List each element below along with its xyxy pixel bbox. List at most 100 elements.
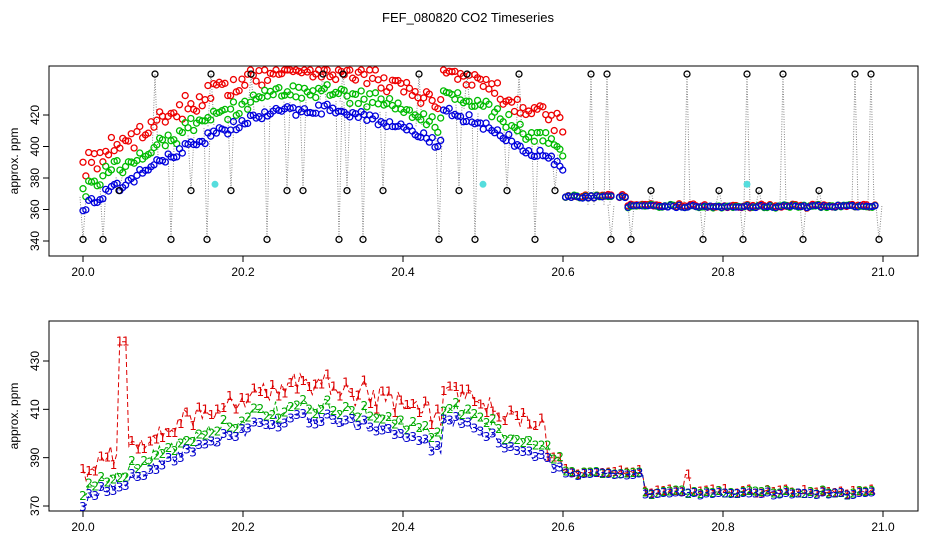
outlier-connector [283, 101, 288, 191]
series-1-symbol: 1 [226, 389, 234, 403]
series-3-symbol: 3 [379, 424, 387, 438]
red-point [110, 147, 118, 155]
red-point [104, 151, 113, 159]
outlier-connector [102, 186, 107, 240]
blue-point [292, 111, 300, 119]
series-3-symbol: 3 [140, 469, 148, 483]
series-3-symbol: 3 [171, 455, 179, 469]
series-2-symbol: 2 [428, 431, 436, 445]
series-3-symbol: 3 [703, 487, 711, 501]
series-1-symbol: 1 [789, 485, 797, 499]
series-3-symbol: 3 [165, 451, 173, 465]
series-2-symbol: 2 [458, 408, 466, 422]
series-1-symbol: 1 [581, 467, 589, 481]
red-point [454, 75, 462, 83]
outlier-connector [702, 204, 707, 240]
series-1-symbol: 1 [740, 484, 748, 498]
series-1-symbol: 1 [850, 484, 858, 498]
outlier-connector [746, 74, 751, 205]
series-2-symbol: 2 [660, 485, 668, 499]
series-2-symbol: 2 [587, 465, 595, 479]
outlier-connector [286, 101, 291, 191]
red-point [550, 126, 558, 135]
top-x-ticks: 20.0 20.2 20.4 20.6 20.8 21.0 [71, 256, 895, 279]
series-3-symbol: 3 [721, 486, 729, 500]
green-point [366, 90, 374, 98]
series-1-symbol: 1 [526, 417, 534, 431]
green-point [178, 128, 187, 137]
red-point [187, 100, 195, 108]
red-point [363, 79, 371, 88]
outlier-point [715, 186, 723, 195]
outlier-point [339, 70, 347, 78]
outlier-point [435, 235, 443, 244]
green-point [349, 90, 357, 98]
series-2-line [82, 398, 876, 497]
series-2-symbol: 2 [520, 436, 528, 450]
red-point [400, 88, 408, 96]
series-1-symbol: 1 [165, 426, 173, 440]
series-2-symbol: 2 [305, 403, 313, 417]
red-point [559, 128, 567, 136]
outlier-connector [554, 153, 559, 191]
outlier-connector [154, 74, 159, 156]
blue-point [437, 136, 445, 145]
series-3-symbol: 3 [599, 466, 607, 480]
blue-point [445, 104, 453, 113]
green-point [147, 149, 155, 157]
y-tick-label: 410 [28, 399, 42, 419]
series-3-symbol: 3 [801, 487, 809, 501]
series-3-symbol: 3 [495, 436, 503, 450]
series-3-symbol: 3 [312, 417, 320, 431]
series-2-symbol: 2 [813, 488, 821, 502]
green-point [269, 91, 277, 99]
outlier-point [379, 186, 387, 195]
series-2-symbol: 2 [801, 487, 809, 501]
series-2-symbol: 2 [318, 403, 326, 417]
series-3-symbol: 3 [79, 500, 87, 514]
outlier-connector [170, 145, 175, 240]
outlier-connector [503, 129, 508, 191]
x-tick-label: 20.8 [711, 520, 735, 534]
outlier-connector [686, 74, 691, 205]
series-3-symbol: 3 [208, 434, 216, 448]
blue-point [547, 152, 556, 160]
series-3-symbol: 3 [556, 461, 564, 475]
series-3-symbol: 3 [783, 486, 791, 500]
series-1-symbol: 1 [220, 401, 228, 415]
red-point [448, 68, 456, 76]
series-2-symbol: 2 [403, 423, 411, 437]
bottom-series-symbols: 1111111111111111111111111111111111111111… [79, 335, 876, 514]
series-3-symbol: 3 [807, 487, 815, 501]
series-3-symbol: 3 [195, 438, 203, 452]
series-2-symbol: 2 [819, 483, 827, 497]
series-1-symbol: 1 [752, 486, 760, 500]
x-tick-label: 20.6 [551, 265, 575, 279]
red-point [198, 102, 206, 110]
series-1-symbol: 1 [146, 435, 154, 449]
outlier-connector [506, 129, 511, 191]
outlier-connector [854, 74, 859, 205]
series-3-symbol: 3 [422, 433, 430, 447]
series-3-symbol: 3 [458, 417, 466, 431]
series-2-symbol: 2 [556, 450, 564, 464]
y-tick-label: 400 [28, 136, 42, 156]
outlier-connector [203, 128, 208, 240]
series-3-symbol: 3 [440, 413, 448, 427]
series-1-symbol: 1 [201, 403, 209, 417]
series-3-symbol: 3 [177, 451, 185, 465]
series-2-symbol: 2 [795, 486, 803, 500]
outlier-connector [362, 105, 367, 240]
series-3-symbol: 3 [275, 420, 283, 434]
series-1-symbol: 1 [721, 482, 729, 496]
series-3-symbol: 3 [183, 443, 191, 457]
series-1-symbol: 1 [116, 335, 124, 349]
series-2-symbol: 2 [471, 407, 479, 421]
outlier-connector [79, 196, 84, 240]
series-1-symbol: 1 [128, 434, 136, 448]
series-2-symbol: 2 [776, 487, 784, 501]
red-point [346, 66, 354, 74]
series-2-symbol: 2 [122, 470, 130, 484]
series-3-symbol: 3 [330, 413, 338, 427]
